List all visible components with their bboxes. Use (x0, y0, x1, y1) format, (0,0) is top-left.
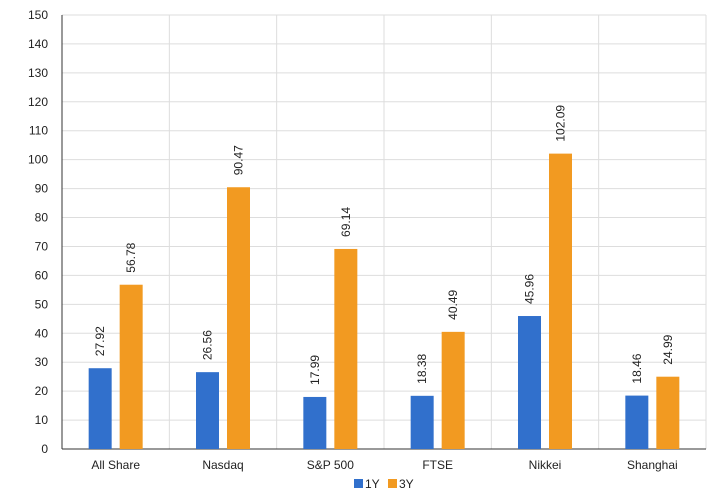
data-label: 90.47 (232, 145, 246, 175)
bar-1Y (518, 316, 541, 449)
bar-3Y (334, 248, 358, 449)
data-label: 26.56 (201, 330, 215, 360)
legend-swatch (354, 479, 363, 488)
bar-1Y (303, 396, 327, 449)
axes: 0 10 20 30 40 50 60 70 80 90 100 110 120 130 140 150 All… (28, 8, 706, 472)
y-tick-label: 120 (28, 95, 48, 109)
y-tick-label: 20 (35, 384, 49, 398)
x-tick-label: Shanghai (627, 458, 678, 472)
legend: 1Y 3Y (354, 477, 414, 491)
y-tick-label: 50 (35, 297, 49, 311)
y-tick-label: 60 (35, 268, 49, 282)
y-tick-label: 10 (35, 413, 49, 427)
data-label: 102.09 (554, 105, 568, 142)
bar-3Y (656, 376, 680, 449)
data-label: 69.14 (339, 207, 353, 237)
bar-1Y (625, 395, 649, 449)
bars (88, 153, 680, 450)
bar-1Y (410, 395, 434, 449)
y-tick-label: 30 (35, 355, 49, 369)
y-tick-label: 40 (35, 326, 49, 340)
data-label: 18.46 (630, 353, 644, 383)
y-tick-label: 80 (35, 211, 49, 225)
bar-3Y (119, 284, 143, 449)
y-tick-label: 70 (35, 239, 49, 253)
data-labels: 27.92 26.56 17.99 18.38 45.96 18.46 56.78 90.47… (93, 105, 675, 385)
data-label: 56.78 (124, 242, 138, 272)
data-label: 27.92 (93, 326, 107, 356)
bar-1Y (88, 368, 112, 449)
y-tick-label: 140 (28, 37, 48, 51)
y-tick-label: 110 (29, 124, 48, 138)
x-tick-label: Nikkei (529, 458, 562, 472)
y-tick-label: 90 (35, 182, 49, 196)
y-tick-label: 130 (28, 66, 48, 80)
legend-label: 1Y (365, 477, 380, 491)
bar-3Y (227, 187, 250, 450)
y-tick-label: 150 (28, 8, 48, 22)
data-label: 24.99 (661, 334, 675, 364)
x-tick-label: FTSE (422, 458, 453, 472)
x-tick-label: Nasdaq (202, 458, 243, 472)
y-tick-label: 100 (28, 153, 48, 167)
gridlines (62, 14, 707, 449)
y-tick-label: 0 (41, 442, 48, 456)
bar-3Y (441, 331, 465, 449)
x-tick-label: S&P 500 (307, 458, 354, 472)
bar-1Y (196, 372, 219, 449)
x-tick-label: All Share (91, 458, 140, 472)
data-label: 40.49 (446, 289, 460, 319)
data-label: 45.96 (523, 274, 537, 304)
bar-3Y (549, 153, 572, 449)
legend-label: 3Y (399, 477, 414, 491)
data-label: 17.99 (308, 355, 322, 385)
data-label: 18.38 (415, 353, 429, 383)
legend-swatch (388, 479, 397, 488)
